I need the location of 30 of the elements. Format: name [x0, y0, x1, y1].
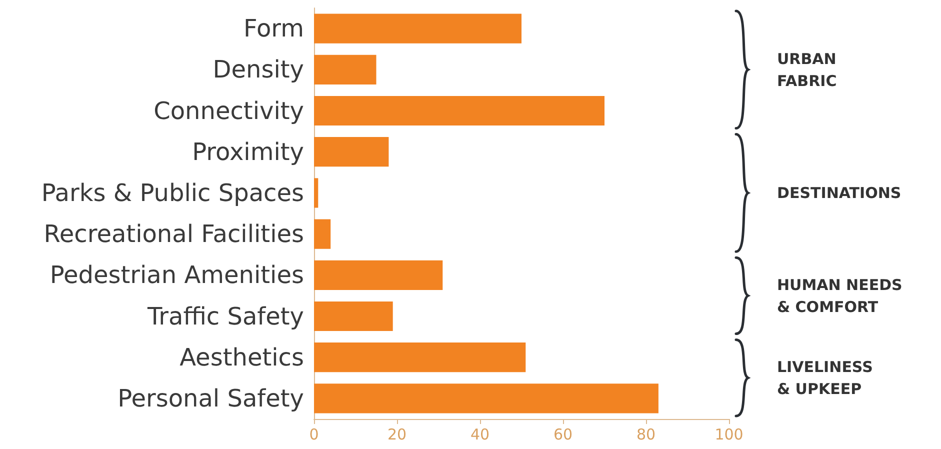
text: LIVELINESS & UPKEEP — [777, 356, 873, 400]
y-tick-label: Traffic Safety — [146, 302, 304, 330]
bar — [314, 178, 318, 208]
x-tick-label: 80 — [636, 426, 656, 444]
y-tick-label: Parks & Public Spaces — [41, 178, 304, 207]
y-tick-label: Connectivity — [154, 96, 304, 125]
y-tick-label: Personal Safety — [118, 384, 304, 412]
x-tick-label: 100 — [714, 426, 744, 444]
bar — [314, 96, 604, 126]
x-tick-label: 60 — [553, 426, 573, 444]
y-tick-label: Pedestrian Amenities — [50, 261, 304, 290]
bar — [314, 260, 443, 290]
bar — [314, 137, 389, 167]
text: DESTINATIONS — [777, 182, 902, 204]
text: HUMAN NEEDS & COMFORT — [777, 274, 902, 318]
y-tick-label: Density — [212, 56, 304, 84]
text: URBAN FABRIC — [777, 48, 837, 92]
x-tick-label: 40 — [470, 426, 490, 444]
y-tick-label: Aesthetics — [180, 343, 304, 372]
bar — [314, 54, 376, 84]
x-tick-label: 0 — [309, 426, 319, 444]
bar — [314, 14, 522, 44]
y-tick-label: Recreational Facilities — [44, 220, 304, 248]
x-tick-label: 20 — [387, 426, 407, 444]
y-tick-label: Form — [244, 14, 304, 43]
bar — [314, 342, 526, 372]
bar — [314, 301, 393, 332]
y-tick-label: Proximity — [192, 138, 304, 166]
bar — [314, 219, 331, 249]
bar — [314, 384, 658, 414]
